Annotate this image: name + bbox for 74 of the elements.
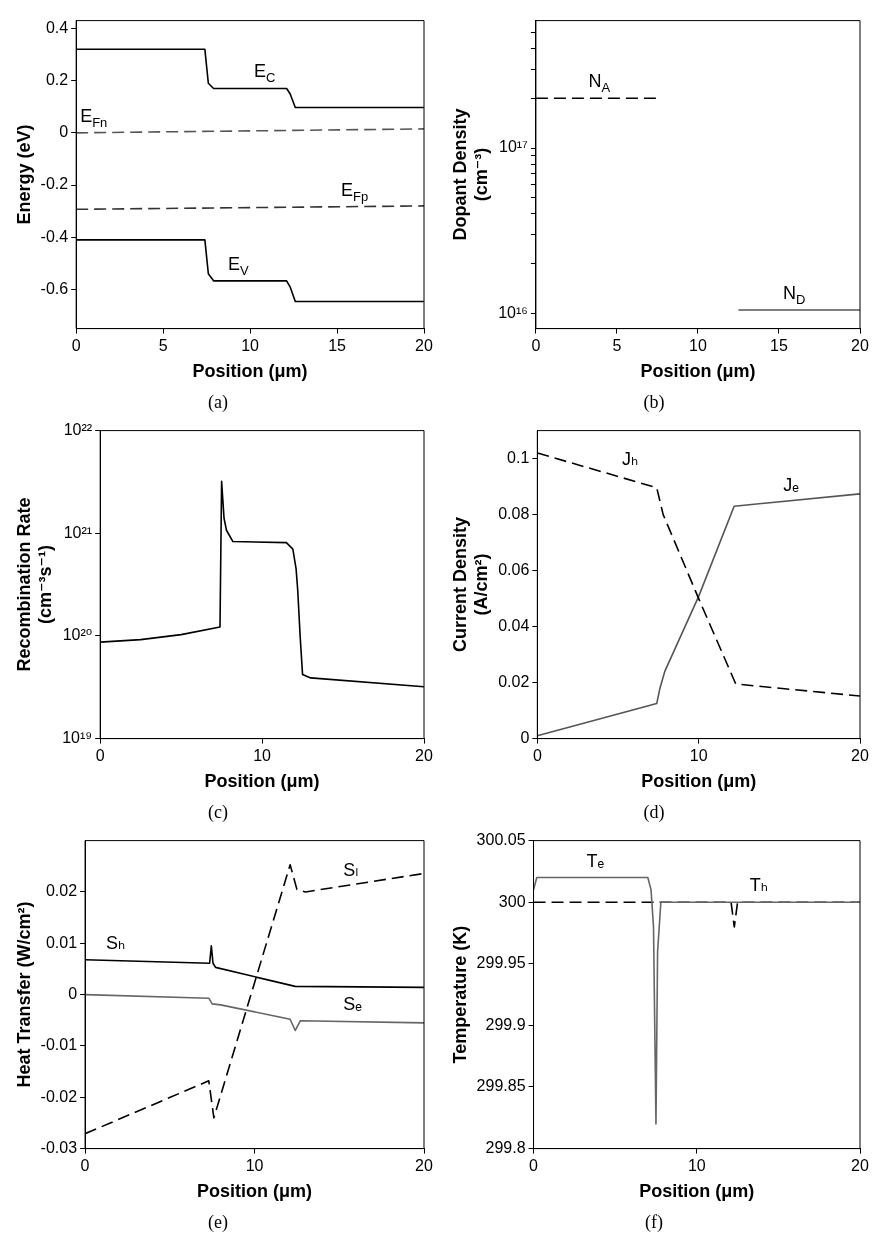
y-axis-title: Dopant Density (cm⁻³) — [449, 108, 492, 241]
x-tick-label: 5 — [612, 336, 622, 354]
x-tick-label: 20 — [851, 746, 869, 764]
y-tick-label: 10²¹ — [63, 523, 93, 541]
y-tick-label: 0.08 — [498, 505, 530, 523]
x-tick-label: 20 — [415, 746, 433, 764]
y-tick-label: 0 — [59, 123, 69, 141]
x-tick-label: 5 — [158, 336, 168, 354]
y-tick-label: 10²² — [63, 421, 93, 439]
x-tick-label: 15 — [770, 336, 788, 354]
y-tick-label: 0.1 — [507, 449, 530, 467]
y-tick-label: 10¹⁶ — [498, 303, 528, 321]
y-tick-label: 0.01 — [45, 933, 78, 951]
x-axis-title: Position (μm) — [192, 360, 308, 381]
annotation: Tₕ — [749, 875, 769, 896]
x-tick-label: 20 — [851, 336, 869, 354]
x-tick-label: 0 — [95, 746, 105, 764]
y-tick-label: -0.4 — [40, 227, 69, 245]
x-tick-label: 10 — [687, 1156, 706, 1174]
text: (f) — [645, 1211, 663, 1233]
y-tick-label: -0.2 — [40, 175, 69, 193]
y-tick-label: 10¹⁷ — [498, 138, 529, 156]
annotation: Sₗ — [343, 859, 359, 880]
x-axis-title: Position (μm) — [204, 770, 320, 791]
annotation: Sₕ — [106, 933, 126, 954]
x-tick-label: 10 — [689, 336, 707, 354]
y-tick-label: 10¹⁹ — [62, 729, 93, 747]
y-tick-label: 0 — [520, 729, 530, 747]
y-tick-label: 0.02 — [45, 882, 78, 900]
y-tick-label: 299.95 — [476, 954, 526, 972]
x-tick-label: 0 — [531, 336, 541, 354]
annotation: Sₑ — [343, 994, 363, 1015]
text: (b) — [643, 391, 665, 413]
annotation: Jₑ — [783, 474, 800, 495]
x-axis-title: Position (μm) — [197, 1180, 313, 1201]
annotation: Tₑ — [586, 850, 605, 871]
y-tick-label: 0.02 — [498, 673, 530, 691]
y-tick-label: 300.05 — [476, 831, 526, 849]
text: (c) — [208, 801, 228, 823]
x-tick-label: 10 — [245, 1156, 264, 1174]
text: (e) — [208, 1211, 228, 1233]
annotation: Jₕ — [622, 449, 639, 470]
x-tick-label: 10 — [241, 336, 260, 354]
text: (d) — [643, 801, 665, 823]
text: (a) — [208, 391, 228, 413]
x-tick-label: 20 — [851, 1156, 869, 1174]
y-axis-title: Recombination Rate (cm⁻³s⁻¹) — [13, 497, 56, 672]
x-tick-label: 15 — [328, 336, 347, 354]
x-tick-label: 10 — [253, 746, 272, 764]
y-tick-label: 0.4 — [45, 18, 69, 36]
y-tick-label: 0.04 — [498, 617, 530, 635]
y-tick-label: 299.85 — [476, 1077, 526, 1095]
x-tick-label: 20 — [415, 1156, 433, 1174]
y-tick-label: 299.9 — [485, 1015, 526, 1033]
x-tick-label: 0 — [532, 746, 542, 764]
x-axis-title: Position (μm) — [639, 1180, 755, 1201]
y-tick-label: 0 — [68, 985, 78, 1003]
y-tick-label: -0.03 — [40, 1139, 78, 1157]
y-tick-label: 300 — [498, 892, 526, 910]
y-axis-title: Current Density (A/cm²) — [449, 517, 492, 653]
x-tick-label: 10 — [689, 746, 708, 764]
y-tick-label: 0.2 — [45, 71, 69, 89]
y-axis-title: Energy (eV) — [13, 124, 34, 225]
y-tick-label: -0.6 — [40, 279, 69, 297]
x-tick-label: 20 — [415, 336, 433, 354]
y-tick-label: 299.8 — [485, 1139, 526, 1157]
x-axis-title: Position (μm) — [641, 770, 757, 791]
y-axis-title: Heat Transfer (W/cm²) — [13, 901, 34, 1088]
y-tick-label: -0.02 — [40, 1087, 78, 1105]
y-axis-title: Temperature (K) — [449, 925, 470, 1064]
x-axis-title: Position (μm) — [640, 360, 756, 381]
y-tick-label: 0.06 — [498, 561, 530, 579]
y-tick-label: 10²⁰ — [62, 626, 93, 644]
y-tick-label: -0.01 — [40, 1036, 78, 1054]
